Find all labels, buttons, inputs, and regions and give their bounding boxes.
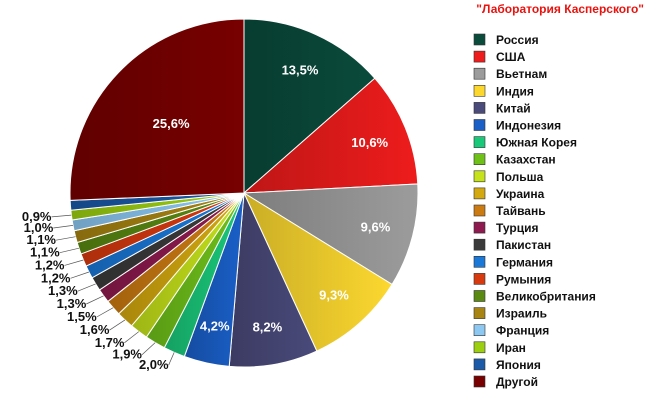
slice-label-5: 8,2% (253, 320, 283, 335)
legend-label-19: Иран (496, 341, 526, 355)
slice-label-19: 0,9% (22, 209, 52, 224)
leader-line-9 (124, 331, 140, 344)
legend-swatch-3 (473, 67, 486, 80)
slice-label-13: 1,3% (48, 283, 78, 298)
legend-label-11: Тайвань (496, 204, 546, 218)
slice-label-9: 1,7% (95, 335, 125, 350)
legend-label-10: Украина (496, 187, 545, 201)
legend-swatch-2 (473, 50, 486, 63)
leader-line-15 (64, 259, 84, 266)
slice-label-17: 1,1% (26, 232, 56, 247)
legend-label-16: Великобритания (496, 290, 596, 304)
slice-label-3: 9,6% (361, 220, 391, 235)
legend-label-5: Китай (496, 101, 531, 115)
legend-label-2: США (496, 50, 526, 64)
legend-swatch-17 (473, 307, 486, 319)
slice-label-18: 1,0% (24, 220, 54, 235)
legend-swatch-6 (473, 119, 486, 131)
legend-swatch-7 (473, 136, 486, 148)
slice-label-14: 1,2% (41, 270, 71, 285)
leader-line-16 (59, 247, 80, 254)
pie-slices (69, 18, 419, 368)
legend-label-18: Франция (496, 324, 549, 338)
legend-label-4: Индия (496, 84, 534, 98)
legend-swatch-19 (473, 341, 486, 354)
legend-label-13: Пакистан (496, 238, 551, 252)
legend-swatch-18 (473, 324, 486, 337)
pie-slice-4 (242, 191, 393, 352)
slice-label-15: 1,2% (35, 257, 65, 272)
pie-slice-2 (242, 77, 419, 194)
legend-swatch-15 (473, 273, 486, 285)
legend-swatch-13 (473, 238, 486, 251)
slice-label-7: 2,0% (139, 357, 169, 372)
legend-label-9: Польша (496, 170, 544, 184)
slice-label-12: 1,3% (57, 296, 87, 311)
legend-label-6: Индонезия (496, 119, 561, 133)
legend-swatch-8 (473, 153, 486, 165)
legend-swatch-20 (473, 358, 486, 371)
legend-swatch-9 (473, 170, 486, 183)
legend-label-20: Япония (496, 358, 541, 372)
legend: Россия США Вьетнам Индия Китай Индонезия Южная… (473, 33, 596, 389)
slice-label-11: 1,5% (67, 309, 97, 324)
legend-swatch-5 (473, 102, 486, 114)
slice-label-8: 1,9% (112, 347, 142, 362)
legend-label-3: Вьетнам (496, 67, 547, 81)
pie-slice-5 (228, 191, 318, 368)
leader-lines (51, 214, 175, 366)
legend-label-21: Другой (496, 375, 538, 389)
legend-label-12: Турция (496, 221, 538, 235)
slice-label-2: 10,6% (351, 135, 388, 150)
leader-line-11 (96, 307, 114, 318)
pie-slice-3 (242, 183, 419, 286)
slice-label-6: 4,2% (200, 319, 230, 334)
leader-line-8 (141, 342, 156, 355)
legend-swatch-10 (473, 187, 486, 200)
leader-line-10 (109, 319, 126, 331)
leader-line-14 (70, 271, 90, 279)
legend-swatch-12 (473, 221, 486, 234)
slice-labels: 13,5%10,6%9,6%9,3%8,2%4,2%25,6%2,0%1,9%1… (22, 62, 391, 372)
slice-label-16: 1,1% (30, 245, 60, 260)
legend-label-14: Германия (496, 255, 553, 269)
slice-label-1: 13,5% (282, 62, 319, 77)
leader-line-13 (77, 283, 96, 292)
legend-swatch-1 (473, 33, 486, 46)
slice-label-4: 9,3% (319, 288, 349, 303)
legend-label-7: Южная Корея (496, 136, 577, 150)
leader-line-18 (53, 225, 74, 229)
legend-label-1: Россия (496, 33, 539, 47)
legend-swatch-21 (473, 375, 486, 388)
legend-swatch-16 (473, 290, 486, 302)
legend-label-17: Израиль (496, 307, 547, 321)
pie-slice-1 (243, 18, 376, 195)
leader-line-7 (168, 352, 175, 366)
legend-label-15: Румыния (496, 272, 551, 286)
leader-line-12 (86, 295, 104, 305)
leader-line-19 (51, 214, 72, 218)
source-label: "Лаборатория Касперского" (476, 2, 644, 16)
leader-line-17 (55, 236, 76, 241)
legend-swatch-11 (473, 204, 486, 217)
slice-label-10: 1,6% (80, 322, 110, 337)
legend-swatch-4 (473, 85, 486, 97)
pie-slice-21 (69, 18, 245, 201)
legend-swatch-14 (473, 255, 486, 268)
slice-label-21: 25,6% (153, 116, 190, 131)
legend-label-8: Казахстан (496, 153, 556, 167)
